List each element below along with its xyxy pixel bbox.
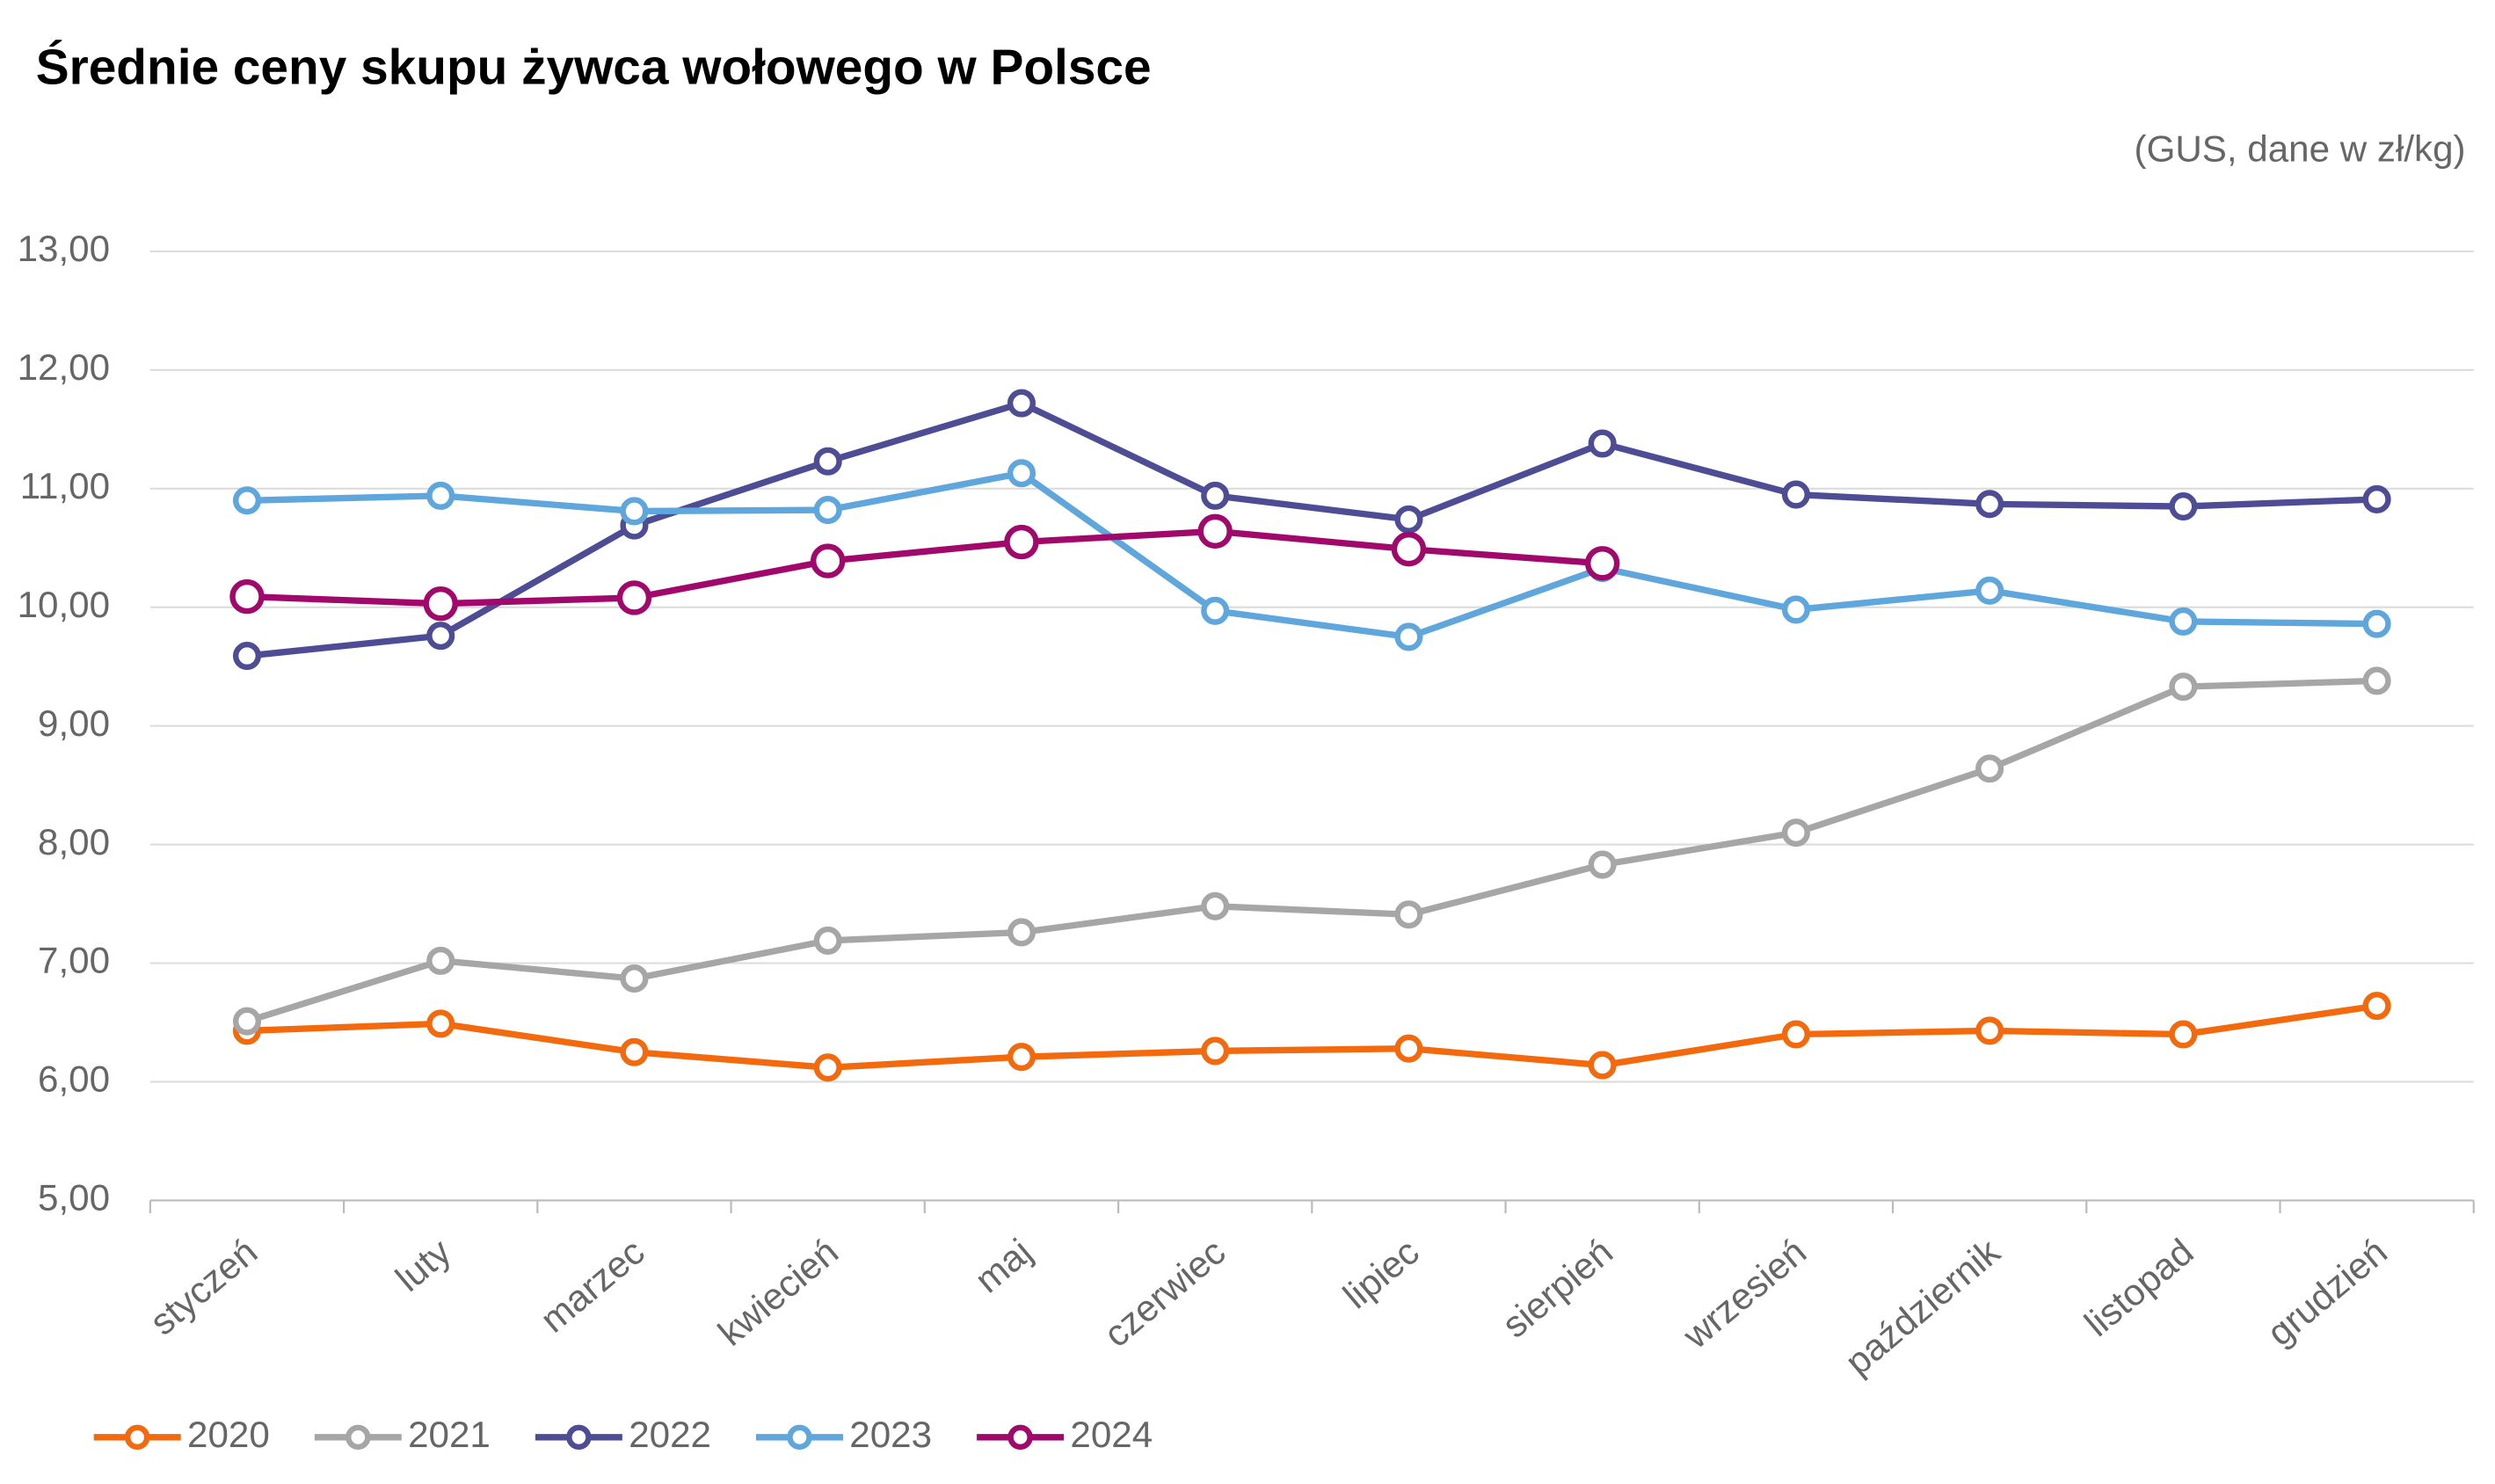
x-tick-label: lipiec xyxy=(1335,1231,1427,1317)
x-tick-label: marzec xyxy=(533,1231,652,1341)
data-point xyxy=(620,964,649,993)
data-point xyxy=(1394,622,1423,651)
y-tick-label: 11,00 xyxy=(20,465,110,506)
data-point xyxy=(426,622,455,651)
data-point xyxy=(232,1007,262,1036)
data-point xyxy=(2362,484,2391,513)
data-point xyxy=(2169,673,2198,702)
y-tick-label: 13,00 xyxy=(18,228,110,269)
data-point xyxy=(1394,505,1423,534)
x-tick-label: listopad xyxy=(2077,1231,2200,1344)
data-point xyxy=(1391,531,1427,567)
series-line xyxy=(246,1002,2378,1071)
legend-label: 2022 xyxy=(629,1414,711,1455)
data-point xyxy=(426,481,455,510)
chart-title: Średnie ceny skupu żywca wołowego w Pols… xyxy=(36,40,1152,96)
data-point xyxy=(232,642,262,671)
data-point xyxy=(2169,491,2198,521)
data-point xyxy=(813,496,842,525)
data-point xyxy=(1781,818,1810,847)
legend-label: 2021 xyxy=(408,1414,491,1455)
data-point xyxy=(232,486,262,515)
legend-label: 2023 xyxy=(849,1414,932,1455)
data-point xyxy=(1007,459,1036,488)
x-tick-label: styczeń xyxy=(142,1231,266,1343)
legend-label: 2024 xyxy=(1070,1414,1153,1455)
x-tick-label: wrzesień xyxy=(1675,1231,1814,1357)
y-tick-label: 9,00 xyxy=(38,702,110,744)
data-point xyxy=(813,1053,842,1082)
data-point xyxy=(426,1009,455,1038)
data-point xyxy=(1588,850,1617,879)
y-tick-label: 6,00 xyxy=(38,1058,110,1100)
y-tick-label: 8,00 xyxy=(38,821,110,862)
series-line xyxy=(246,399,2377,659)
data-point xyxy=(616,580,652,615)
data-point xyxy=(426,946,455,975)
legend-label: 2020 xyxy=(187,1414,270,1455)
x-tick-label: grudzień xyxy=(2259,1231,2395,1354)
data-point xyxy=(1588,429,1617,458)
series-line xyxy=(246,469,2377,641)
data-point xyxy=(2362,992,2391,1021)
data-point xyxy=(229,578,265,615)
y-tick-label: 5,00 xyxy=(38,1177,110,1218)
data-point xyxy=(1975,490,2004,519)
data-point xyxy=(1007,1043,1036,1072)
data-point xyxy=(1975,754,2004,783)
legend-marker xyxy=(787,1424,812,1451)
data-point xyxy=(813,926,842,955)
data-point xyxy=(1197,513,1233,549)
data-point xyxy=(1201,1037,1230,1066)
legend-marker xyxy=(566,1424,592,1451)
data-point xyxy=(423,586,458,622)
data-point xyxy=(1394,1034,1423,1063)
data-point xyxy=(1781,480,1810,509)
x-tick-label: sierpień xyxy=(1495,1231,1620,1346)
legend-marker xyxy=(346,1424,371,1451)
x-tick-label: październik xyxy=(1837,1230,2008,1383)
y-tick-label: 7,00 xyxy=(38,940,110,981)
legend-marker xyxy=(1007,1424,1033,1451)
data-point xyxy=(2169,1020,2198,1049)
data-point xyxy=(1975,1016,2004,1045)
data-point xyxy=(1588,1051,1617,1080)
data-point xyxy=(811,543,846,578)
y-tick-label: 10,00 xyxy=(18,584,110,625)
data-point xyxy=(1584,546,1620,581)
data-point xyxy=(2362,666,2391,695)
legend-marker xyxy=(125,1424,150,1451)
data-point xyxy=(2169,607,2198,636)
data-point xyxy=(2362,609,2391,638)
x-tick-label: luty xyxy=(388,1231,458,1299)
y-tick-label: 12,00 xyxy=(18,346,110,388)
x-tick-label: czerwiec xyxy=(1096,1231,1233,1355)
data-point xyxy=(1201,891,1230,920)
data-point xyxy=(620,497,649,526)
series-line xyxy=(246,527,1603,607)
chart-subtitle: (GUS, dane w zł/kg) xyxy=(2135,127,2466,169)
data-point xyxy=(620,1037,649,1066)
data-point xyxy=(1781,1020,1810,1049)
series-line xyxy=(245,677,2377,1025)
data-point xyxy=(813,447,842,476)
data-point xyxy=(1781,595,1810,624)
data-point xyxy=(1201,596,1230,625)
data-point xyxy=(1975,576,2004,605)
data-point xyxy=(1007,918,1036,947)
data-point xyxy=(1004,524,1039,560)
data-point xyxy=(1007,389,1036,418)
data-point xyxy=(1394,900,1423,929)
x-tick-label: kwiecień xyxy=(710,1231,846,1354)
data-point xyxy=(1201,481,1230,510)
x-tick-label: maj xyxy=(967,1231,1039,1301)
